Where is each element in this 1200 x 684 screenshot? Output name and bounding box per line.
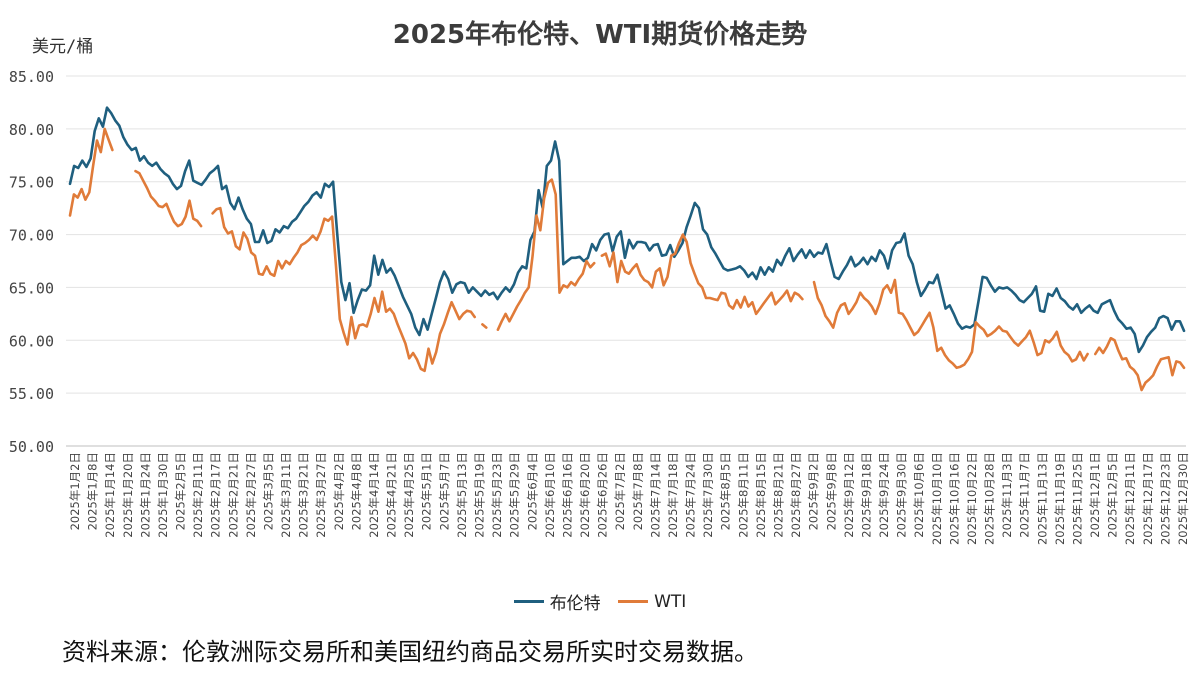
y-tick-label: 85.00 [9, 68, 54, 86]
x-tick-label: 2025年3月11日 [279, 452, 293, 538]
y-tick-label: 60.00 [9, 332, 54, 350]
x-tick-label: 2025年9月8日 [824, 452, 838, 530]
x-tick-label: 2025年9月30日 [895, 452, 909, 538]
y-axis-unit-label: 美元/桶 [32, 37, 94, 57]
x-tick-label: 2025年5月13日 [455, 452, 469, 538]
x-tick-label: 2025年12月17日 [1141, 452, 1155, 545]
legend-item-wti: WTI [618, 592, 686, 612]
y-tick-label: 70.00 [9, 227, 54, 245]
x-tick-label: 2025年10月10日 [930, 452, 944, 545]
x-tick-label: 2025年1月14日 [103, 452, 117, 538]
x-tick-label: 2025年7月24日 [684, 452, 698, 538]
x-tick-label: 2025年2月17日 [209, 452, 223, 538]
legend-label-brent: 布伦特 [549, 594, 601, 614]
x-tick-label: 2025年10月22日 [965, 452, 979, 545]
legend-item-brent: 布伦特 [513, 589, 601, 614]
source-note: 资料来源：伦敦洲际交易所和美国纽约商品交易所实时交易数据。 [62, 638, 758, 666]
x-tick-label: 2025年8月15日 [754, 452, 768, 538]
x-tick-label: 2025年5月1日 [420, 452, 434, 530]
x-tick-label: 2025年5月23日 [490, 452, 504, 538]
x-tick-label: 2025年10月28日 [983, 452, 997, 545]
x-tick-label: 2025年12月11日 [1123, 452, 1137, 545]
x-axis-tick-labels: 2025年1月2日 2025年1月8日 2025年1月14日 2025年1月20日 20… [68, 452, 1190, 545]
x-tick-label: 2025年5月19日 [473, 452, 487, 538]
y-tick-label: 65.00 [9, 279, 54, 297]
x-tick-label: 2025年11月7日 [1018, 452, 1032, 538]
x-tick-label: 2025年4月21日 [385, 452, 399, 538]
y-tick-label: 75.00 [9, 174, 54, 192]
y-axis-tick-labels: 85.00 80.00 75.00 70.00 65.00 60.00 55.00 50.00 [9, 68, 54, 456]
x-tick-label: 2025年12月1日 [1088, 452, 1102, 538]
x-tick-label: 2025年11月3日 [1000, 452, 1014, 538]
x-tick-label: 2025年10月6日 [912, 452, 926, 538]
x-tick-label: 2025年2月21日 [226, 452, 240, 538]
x-tick-label: 2025年5月7日 [437, 452, 451, 530]
x-tick-label: 2025年7月8日 [631, 452, 645, 530]
x-tick-label: 2025年1月30日 [156, 452, 170, 538]
x-tick-label: 2025年12月5日 [1106, 452, 1120, 538]
x-tick-label: 2025年7月14日 [648, 452, 662, 538]
y-tick-label: 55.00 [9, 385, 54, 403]
x-tick-label: 2025年6月26日 [596, 452, 610, 538]
legend-swatch-brent [513, 600, 544, 603]
x-tick-label: 2025年3月27日 [314, 452, 328, 538]
x-tick-label: 2025年1月24日 [138, 452, 152, 538]
x-tick-label: 2025年11月19日 [1053, 452, 1067, 545]
x-tick-label: 2025年6月20日 [578, 452, 592, 538]
x-tick-label: 2025年12月30日 [1176, 452, 1190, 545]
x-tick-label: 2025年2月27日 [244, 452, 258, 538]
x-tick-label: 2025年11月25日 [1070, 452, 1084, 545]
x-tick-label: 2025年8月5日 [719, 452, 733, 530]
series-line-brent [68, 106, 1186, 354]
x-tick-label: 2025年9月18日 [859, 452, 873, 538]
x-tick-label: 2025年9月2日 [807, 452, 821, 530]
x-tick-label: 2025年1月20日 [121, 452, 135, 538]
x-tick-label: 2025年1月8日 [86, 452, 100, 530]
x-tick-label: 2025年7月30日 [701, 452, 715, 538]
legend: 布伦特 WTI [0, 588, 1200, 614]
series-line-wti [68, 127, 1186, 392]
x-tick-label: 2025年6月10日 [543, 452, 557, 538]
x-tick-label: 2025年2月11日 [191, 452, 205, 538]
x-tick-label: 2025年1月2日 [68, 452, 82, 530]
x-tick-label: 2025年11月13日 [1035, 452, 1049, 545]
y-tick-label: 80.00 [9, 121, 54, 139]
x-tick-label: 2025年4月25日 [402, 452, 416, 538]
chart-title: 2025年布伦特、WTI期货价格走势 [392, 20, 808, 50]
x-tick-label: 2025年4月14日 [367, 452, 381, 538]
price-line-chart: 85.00 80.00 75.00 70.00 65.00 60.00 55.00 50.00… [9, 68, 1190, 545]
x-tick-label: 2025年4月2日 [332, 452, 346, 530]
x-tick-label: 2025年10月16日 [947, 452, 961, 545]
x-tick-label: 2025年12月23日 [1158, 452, 1172, 545]
x-tick-label: 2025年6月4日 [525, 452, 539, 530]
x-tick-label: 2025年5月29日 [508, 452, 522, 538]
x-tick-label: 2025年3月21日 [297, 452, 311, 538]
y-tick-label: 50.00 [9, 438, 54, 456]
x-tick-label: 2025年8月27日 [789, 452, 803, 538]
x-tick-label: 2025年7月18日 [666, 452, 680, 538]
legend-swatch-wti [618, 600, 649, 603]
x-tick-label: 2025年8月11日 [736, 452, 750, 538]
legend-label-wti: WTI [654, 591, 687, 612]
x-tick-label: 2025年2月5日 [174, 452, 188, 530]
x-tick-label: 2025年4月8日 [349, 452, 363, 530]
x-tick-label: 2025年9月24日 [877, 452, 891, 538]
x-tick-label: 2025年8月21日 [771, 452, 785, 538]
x-tick-label: 2025年9月12日 [842, 452, 856, 538]
series-lines [68, 106, 1186, 392]
x-tick-label: 2025年3月5日 [261, 452, 275, 530]
x-tick-label: 2025年7月2日 [613, 452, 627, 530]
grid-lines [66, 75, 1186, 447]
x-tick-label: 2025年6月16日 [560, 452, 574, 538]
